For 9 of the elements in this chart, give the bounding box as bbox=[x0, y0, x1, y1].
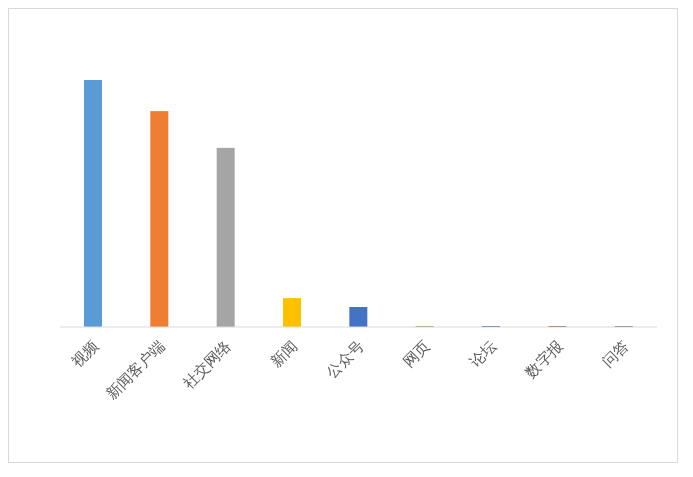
x-tick-label: 数字报 bbox=[522, 338, 566, 382]
x-tick-label: 视频 bbox=[68, 338, 102, 372]
x-tick-label: 新闻客户端 bbox=[103, 338, 168, 403]
x-tick-label: 问答 bbox=[599, 338, 633, 372]
x-tick-label: 新闻 bbox=[268, 338, 301, 372]
x-tick-label: 网页 bbox=[401, 338, 434, 372]
x-tick-label: 论坛 bbox=[466, 338, 500, 372]
x-tick-label: 公众号 bbox=[323, 338, 368, 382]
x-tick-label: 社交网络 bbox=[180, 338, 235, 392]
